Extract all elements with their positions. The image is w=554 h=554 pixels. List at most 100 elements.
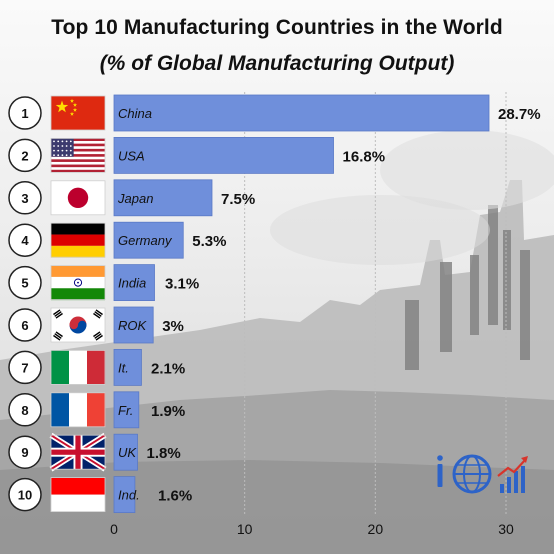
category-label: China [118, 106, 152, 121]
chart-row: 2 USA 16.8% [8, 136, 385, 174]
chimney [405, 300, 419, 370]
bar [113, 136, 334, 174]
south-korea-flag-icon [50, 307, 106, 343]
flag-border [50, 349, 106, 385]
rank-label: 7 [21, 360, 28, 375]
chart-row: 3 Japan 7.5% [8, 179, 255, 217]
indonesia-flag-icon [50, 477, 106, 513]
foreground-ground [0, 460, 554, 554]
rank-badge [8, 435, 42, 469]
rank-label: 8 [21, 403, 28, 418]
value-label: 3.1% [165, 276, 199, 293]
flag-border [50, 392, 106, 428]
rank-label: 1 [21, 106, 28, 121]
rank-badge [8, 350, 42, 385]
rank-label: 2 [21, 148, 28, 163]
chart-row: 6 ROK 3% [8, 306, 184, 344]
india-flag-icon [50, 265, 106, 301]
rank-badge [8, 393, 42, 427]
category-label: Japan [117, 191, 153, 206]
rank-badge [8, 265, 42, 300]
x-tick-label: 30 [498, 521, 514, 537]
chart-row: 7 It. 2.1% [8, 348, 185, 386]
x-tick-label: 20 [368, 521, 384, 537]
bar [113, 306, 154, 344]
value-label: 5.3% [192, 233, 226, 250]
flag-border [50, 307, 106, 343]
chart-row: 8 Fr. 1.9% [8, 391, 185, 429]
bar [113, 391, 140, 429]
smoke [270, 195, 490, 265]
chimney [470, 255, 479, 335]
rank-badge [8, 138, 42, 173]
category-label: Germany [118, 233, 173, 248]
rank-badge [8, 308, 42, 342]
globe-icon [452, 454, 492, 494]
chart-row: 5 India 3.1% [8, 264, 199, 302]
france-flag-icon [50, 392, 106, 428]
category-label: Ind. [118, 488, 140, 503]
flag-border [50, 434, 106, 470]
chimney [488, 205, 498, 325]
info-icon [437, 455, 443, 487]
japan-flag-icon [50, 180, 106, 216]
chart-row: 1 China 28.7% [8, 94, 541, 132]
chart-row: 4 Germany 5.3% [8, 221, 226, 259]
value-label: 1.9% [151, 403, 185, 420]
logo [437, 454, 528, 494]
chimney [503, 230, 511, 330]
rank-badge [8, 181, 42, 215]
flag-border [50, 222, 106, 258]
flag-border [50, 180, 106, 216]
category-label: UK [118, 445, 137, 460]
rank-badge [8, 477, 42, 512]
bar [113, 476, 136, 514]
bar [113, 94, 490, 132]
chart-subtitle: (% of Global Manufacturing Output) [99, 52, 455, 75]
category-label: It. [118, 360, 129, 375]
value-label: 7.5% [221, 191, 255, 208]
value-label: 2.1% [151, 360, 185, 377]
x-axis: 0 10 20 30 [110, 521, 514, 537]
bar [113, 433, 138, 471]
bar [113, 179, 213, 217]
smoke [380, 130, 554, 210]
bar [113, 348, 142, 386]
china-flag-icon [50, 95, 106, 131]
germany-flag-icon [50, 222, 106, 258]
rank-label: 5 [21, 276, 28, 291]
usa-flag-icon [50, 137, 106, 173]
bar [113, 221, 184, 259]
chart-row: 9 UK 1.8% [8, 432, 181, 472]
flag-border [50, 477, 106, 513]
chart-row: 10 Ind. 1.6% [8, 476, 192, 514]
value-label: 3% [162, 318, 184, 335]
value-label: 1.8% [147, 445, 181, 462]
growth-chart-icon [497, 456, 528, 493]
category-label: India [118, 276, 146, 291]
x-tick-label: 0 [110, 521, 118, 537]
rank-label: 3 [21, 191, 28, 206]
category-label: Fr. [118, 403, 133, 418]
flag-border [50, 137, 106, 173]
rank-badge [8, 223, 42, 257]
rank-label: 4 [21, 233, 29, 248]
chart-title: Top 10 Manufacturing Countries in the Wo… [51, 16, 503, 39]
chimney [440, 262, 452, 352]
category-label: ROK [118, 318, 148, 333]
flag-border [50, 95, 106, 131]
chimney [520, 250, 530, 360]
rank-label: 9 [21, 445, 28, 460]
category-label: USA [118, 148, 145, 163]
rank-badge [8, 96, 42, 130]
value-label: 28.7% [498, 106, 541, 123]
flag-border [50, 265, 106, 301]
value-label: 1.6% [158, 488, 192, 505]
rank-label: 10 [18, 488, 32, 503]
bar [113, 264, 155, 302]
chart-rows: 1 China 28.7% 2 USA 16.8% 3 Japan 7.5% 4 Germany 5.… [8, 94, 541, 514]
x-tick-label: 10 [237, 521, 253, 537]
